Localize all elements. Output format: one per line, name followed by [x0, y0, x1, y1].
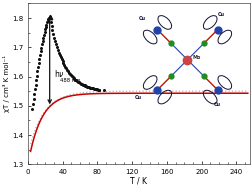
Text: 488 nm: 488 nm [59, 78, 80, 83]
Y-axis label: χT / cm³ K mol⁻¹: χT / cm³ K mol⁻¹ [4, 55, 10, 112]
Text: h$\nu$: h$\nu$ [54, 68, 65, 79]
X-axis label: T / K: T / K [130, 177, 147, 186]
